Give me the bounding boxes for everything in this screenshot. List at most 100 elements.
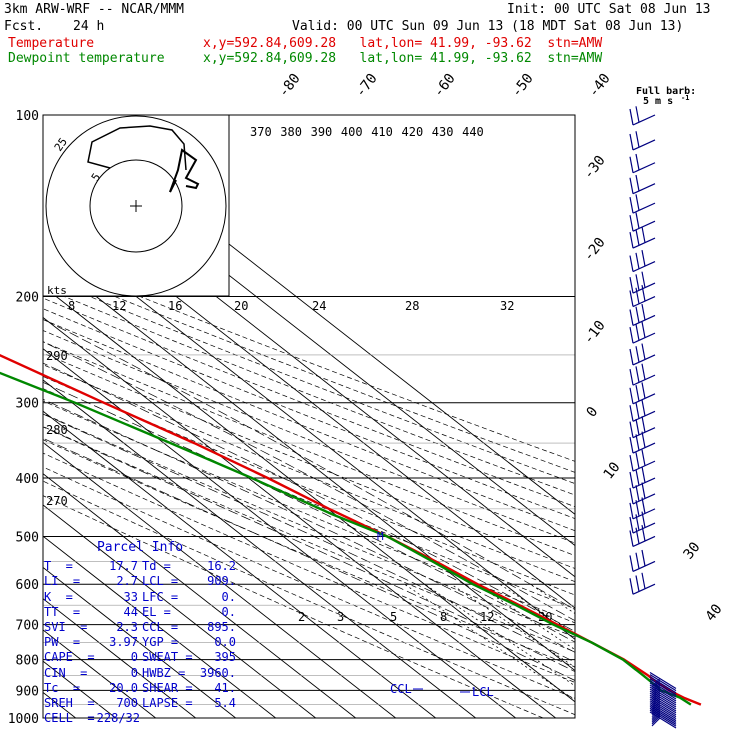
isotherm-label: 30 [681,539,704,562]
barb-feather [629,455,634,472]
moist-adiabat-label: 24 [312,299,326,313]
wind-barb [629,431,656,454]
barb-feather [629,405,634,422]
barb-feather [629,177,634,194]
barb-feather [635,469,640,486]
barb-feather [641,549,646,567]
barb-feather [635,106,640,123]
barb-feather [635,485,640,502]
barb-feather [629,276,634,294]
pressure-tick-label: 500 [16,530,39,545]
barb-feather [641,382,646,399]
barb-staff [632,535,656,548]
parcel-value: 0. [221,604,236,619]
barb-staff [632,183,656,195]
barb-staff [632,583,656,595]
parcel-value: 228/32 [96,711,140,726]
mixing-ratio-label: 12 [480,610,494,624]
barb-feather [635,194,640,211]
barb-feather [635,575,640,592]
barb-feather [641,226,646,243]
wind-barb [629,174,656,195]
barb-staff [649,709,677,727]
barb-feather [629,436,634,454]
isotherm-label: -20 [581,235,609,265]
parcel-row: CIN = 0 HWBZ = 3960. [44,666,236,681]
barb-feather [641,466,646,483]
barb-feather [641,511,646,528]
barb-staff [632,460,656,472]
theta-e-label: 400 [341,125,363,139]
wind-barb [629,226,656,249]
pressure-tick-label: 300 [16,397,39,412]
hodograph-ring-inner [89,159,183,253]
parcel-value: 41. [214,680,236,695]
dry-adiabat-label: 280 [46,423,68,437]
moist-adiabat-label: 32 [500,299,514,313]
barb-feather [629,387,634,404]
pressure-tick-label: 600 [16,578,39,593]
barb-staff [632,374,656,386]
barb-staff [632,162,656,174]
parcel-key: Tc = [44,680,81,695]
barb-feather [629,502,634,519]
parcel-value: 44 [123,604,138,619]
hodograph-inset [42,114,230,297]
parcel-key: SHEAR = [142,680,193,695]
pressure-tick-label: 900 [16,684,39,699]
parcel-key: YGP = [142,635,179,650]
theta-e-label: 380 [280,125,302,139]
wind-barb [629,572,656,595]
isotherm-label: 40 [703,601,726,624]
barb-staff [649,676,677,694]
moist-adiabat [43,437,575,681]
barb-feather [629,471,634,489]
barb-feather [635,174,640,192]
barb-feather [635,324,640,341]
barb-feather [635,153,640,171]
parcel-row: K = 33 LFC = 0. [44,590,236,605]
barb-feather [629,255,634,272]
moist-adiabat-label: 12 [112,299,126,313]
barb-feather [629,516,634,534]
dry-adiabat-label: 290 [46,349,68,363]
barb-staff [632,220,656,232]
isotherm-label: 0 [584,404,602,420]
parcel-key: CIN = [44,665,88,680]
parcel-key: EL = [142,604,171,619]
parcel-row: CAPE = 0 SWEAT = 395 [44,650,236,665]
barb-staff [632,393,656,405]
barb-feather [651,717,661,727]
wind-key-label: Full barb: [636,86,696,97]
barb-staff [649,671,677,690]
temperature-location: x,y=592.84,609.28 lat,lon= 41.99, -93.62… [203,36,603,51]
isotherm-label: -40 [586,71,614,101]
pressure-tick-label: 800 [16,654,39,669]
wind-key-speed: 5 m s [643,96,673,107]
barb-staff [649,684,677,702]
isotherm-line [43,535,276,718]
barb-staff [649,694,677,712]
parcel-value: 3.97 [109,635,138,650]
barb-staff [649,688,677,706]
wind-barb [629,363,656,386]
parcel-key: LI = [44,574,81,589]
parcel-key: LAPSE = [142,696,193,711]
wind-barb [629,524,656,548]
hodograph-units: kts [47,284,67,297]
isotherm-label: -70 [353,71,381,101]
ccl-marker: CCL [390,682,412,696]
barb-staff [649,678,677,696]
parcel-key: CCL = [142,620,179,635]
barb-feather [635,131,640,148]
mixing-ratio-label: 3 [337,610,344,624]
parcel-row: SREH = 700 LAPSE = 5.4 [44,696,236,711]
parcel-key: K = [44,589,73,604]
parcel-key: HWBZ = [142,665,186,680]
diagram-frame [42,114,576,719]
parcel-value: 2.3 [116,620,138,635]
parcel-value: 895. [207,620,236,635]
mixing-ratio-label: 5 [390,610,397,624]
barb-staff [649,707,677,725]
